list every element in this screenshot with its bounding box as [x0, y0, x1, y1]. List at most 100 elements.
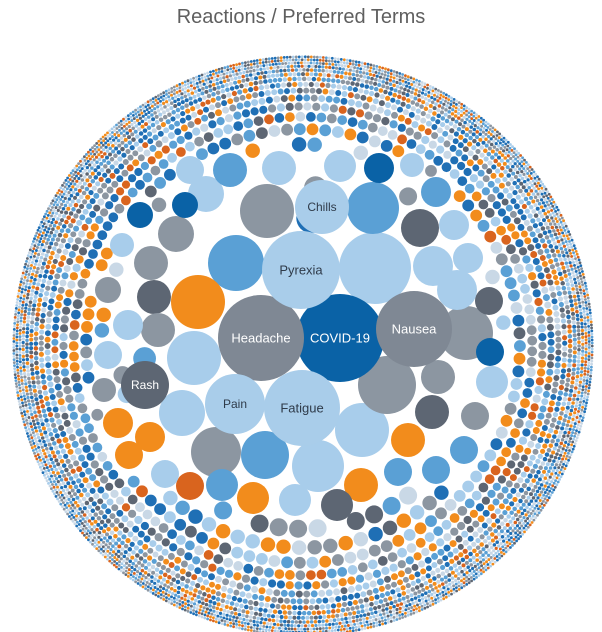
bubble: [520, 529, 524, 532]
bubble: [518, 436, 528, 445]
bubble: [572, 428, 575, 432]
bubble: [326, 77, 331, 83]
bubble: [587, 346, 591, 349]
bubble: [59, 279, 67, 287]
bubble: [152, 588, 155, 592]
bubble: [46, 475, 50, 478]
bubble: [271, 614, 275, 619]
bubble: [479, 145, 484, 150]
bubble: [18, 302, 22, 306]
bubble: [62, 214, 67, 219]
bubble: [581, 388, 585, 392]
bubble: [76, 488, 81, 494]
bubble: [321, 623, 325, 627]
bubble: [190, 91, 195, 95]
bubble: [553, 466, 557, 470]
bubble: [558, 211, 561, 215]
bubble: [152, 551, 159, 558]
bubble: [547, 353, 555, 361]
bubble: [255, 552, 268, 565]
bubble: [555, 483, 559, 487]
bubble: [273, 589, 281, 597]
bubble: [486, 168, 493, 175]
bubble: [206, 614, 210, 618]
bubble: [63, 185, 67, 189]
bubble: [464, 498, 475, 509]
bubble: [545, 194, 548, 198]
bubble: [73, 492, 77, 497]
bubble: [55, 450, 61, 455]
bubble: [262, 613, 267, 618]
bubble: [559, 475, 563, 479]
bubble: [398, 75, 402, 78]
bubble: [462, 539, 469, 546]
bubble: [33, 426, 38, 430]
bubble: [65, 458, 71, 464]
bubble: [584, 350, 588, 354]
bubble: [574, 250, 578, 253]
bubble: [564, 224, 568, 228]
bubble: [33, 331, 39, 337]
bubble: [352, 69, 356, 73]
bubble: [268, 125, 281, 137]
bubble: [174, 95, 178, 99]
bubble: [71, 309, 81, 320]
bubble: [177, 93, 181, 97]
bubble: [515, 149, 518, 153]
bubble: [49, 269, 55, 275]
bubble: [487, 135, 491, 139]
bubble: [563, 295, 568, 300]
bubble: [554, 245, 559, 250]
bubble: [21, 388, 25, 392]
bubble: [583, 372, 587, 376]
bubble: [264, 628, 268, 632]
bubble: [590, 347, 594, 351]
bubble: [90, 166, 94, 170]
bubble: [507, 223, 516, 232]
bubble: [115, 441, 143, 469]
bubble: [95, 259, 108, 272]
bubble-label-headache: Headache: [231, 331, 290, 346]
bubble: [59, 210, 64, 214]
bubble: [440, 564, 446, 570]
bubble: [462, 115, 466, 119]
bubble: [526, 192, 531, 197]
bubble: [56, 203, 59, 207]
bubble: [335, 622, 339, 626]
bubble: [571, 371, 576, 376]
bubble: [33, 410, 37, 415]
bubble: [454, 109, 458, 114]
bubble: [362, 102, 370, 110]
bubble: [467, 545, 473, 551]
bubble: [472, 560, 477, 565]
bubble: [104, 145, 108, 149]
bubble: [101, 492, 109, 500]
bubble: [355, 100, 363, 108]
bubble: [285, 102, 294, 111]
bubble: [328, 65, 332, 70]
bubble: [22, 320, 26, 324]
bubble: [544, 235, 550, 240]
bubble: [150, 113, 154, 117]
bubble: [56, 390, 64, 398]
bubble: [186, 82, 190, 86]
bubble: [490, 465, 501, 476]
bubble: [554, 323, 561, 330]
bubble: [559, 441, 564, 446]
bubble: [561, 401, 567, 407]
bubble: [497, 492, 505, 500]
bubble: [90, 223, 99, 232]
bubble: [59, 186, 63, 190]
bubble: [580, 422, 583, 425]
bubble: [468, 119, 472, 123]
bubble: [233, 561, 244, 571]
bubble: [537, 202, 542, 206]
bubble: [367, 559, 378, 570]
bubble: [590, 362, 593, 366]
bubble: [42, 222, 46, 226]
bubble: [151, 570, 156, 575]
bubble: [21, 287, 24, 291]
bubble: [500, 165, 505, 171]
bubble: [40, 283, 46, 288]
bubble: [93, 480, 101, 488]
